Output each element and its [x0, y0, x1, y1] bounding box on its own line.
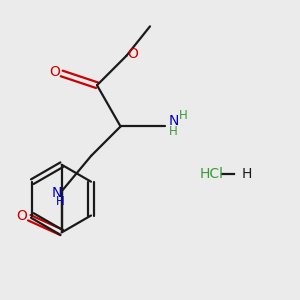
Text: O: O [128, 47, 138, 61]
Text: H: H [241, 167, 252, 181]
Text: N: N [51, 186, 62, 200]
Text: N: N [168, 114, 179, 128]
Text: O: O [49, 65, 60, 79]
Text: H: H [179, 109, 188, 122]
Text: O: O [16, 209, 27, 223]
Text: H: H [169, 125, 178, 138]
Text: HCl: HCl [200, 167, 224, 181]
Text: H: H [56, 195, 64, 208]
